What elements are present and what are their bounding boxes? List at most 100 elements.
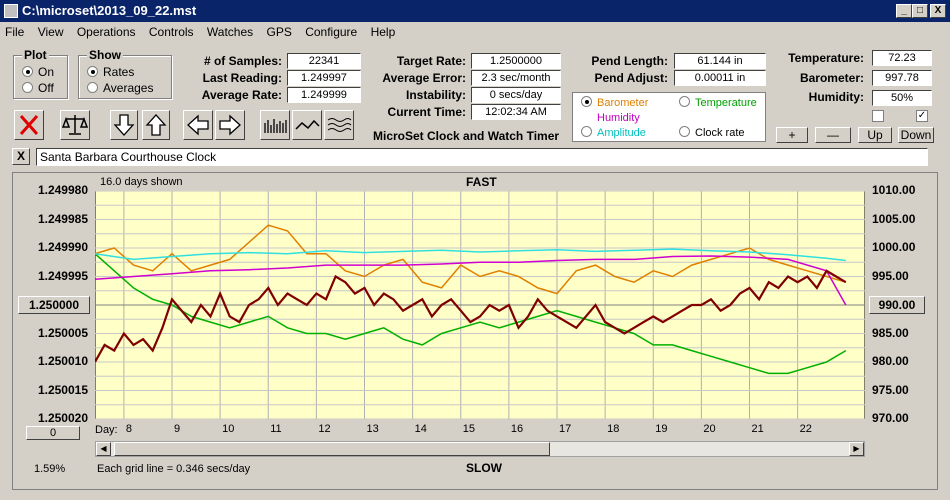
avg-rate-label: Average Rate: [201,88,282,102]
scale-down-button[interactable]: Down [898,127,934,143]
arrow-down-icon [113,114,135,136]
radio-icon [87,82,98,93]
menu-watches[interactable]: Watches [206,25,254,39]
series-line-amplitude [95,248,846,262]
clock-name-field[interactable]: Santa Barbara Courthouse Clock [36,148,928,166]
menu-controls[interactable]: Controls [148,25,194,39]
series-line-clock-rate [95,269,847,363]
bar-view-button[interactable] [260,110,290,140]
radio-icon [87,66,98,77]
avg-error-value: 2.3 sec/month [471,70,561,86]
red-x-icon [19,115,39,135]
arrow-left-icon [187,114,209,136]
avg-rate-value: 1.249999 [287,87,361,103]
x-axis-tick: 10 [222,423,235,435]
pend-adjust-label: Pend Adjust: [594,71,668,85]
menu-operations[interactable]: Operations [76,25,136,39]
samples-label: # of Samples: [203,54,282,68]
last-reading-value: 1.249997 [287,70,361,86]
rate-up-button[interactable] [142,110,170,140]
arrow-right-icon [219,114,241,136]
scale-plus-button[interactable]: + [776,127,808,143]
scroll-right-button[interactable] [215,110,245,140]
plot-on-radio[interactable]: On [22,65,54,79]
restore-button[interactable]: □ [912,4,928,18]
option-checkbox-1[interactable] [872,110,884,122]
slow-label: SLOW [466,461,502,475]
arrow-up-icon [145,114,167,136]
x-axis-tick: 9 [174,423,181,435]
current-time-label: Current Time: [387,105,466,119]
clear-clock-button[interactable]: X [12,148,30,165]
scale-up-button[interactable]: Up [858,127,892,143]
scroll-right-arrow-icon[interactable]: ▶ [849,442,864,456]
scroll-left-button[interactable] [183,110,213,140]
app-icon [4,4,18,18]
grid-note: Each grid line = 0.346 secs/day [97,463,251,475]
menu-configure[interactable]: Configure [305,25,358,39]
chart-plot [95,191,865,419]
close-button[interactable]: X [930,4,946,18]
right-axis-tick: 1000.00 [872,240,916,254]
series-line-temperature [95,253,847,375]
pend-length-label: Pend Length: [591,54,668,68]
window-title: C:\microset\2013_09_22.mst [22,3,197,18]
barometer-label: Barometer: [799,71,864,85]
series-amplitude-radio[interactable]: Amplitude [581,126,646,139]
instability-value: 0 secs/day [471,87,561,103]
stop-button[interactable] [14,110,44,140]
horizontal-scrollbar[interactable]: ◀ ▶ [95,441,865,457]
x-axis-tick: 17 [559,423,572,435]
menu-gps[interactable]: GPS [266,25,292,39]
menu-view[interactable]: View [37,25,64,39]
plot-off-radio[interactable]: Off [22,81,54,95]
plot-group-title: Plot [22,48,49,62]
plot-group: Plot On Off [13,48,68,99]
series-clockrate-radio[interactable]: Clock rate [679,126,745,139]
rate-down-button[interactable] [110,110,138,140]
scrollbar-thumb[interactable] [114,442,550,456]
x-axis-tick: 12 [318,423,331,435]
right-axis-tick: 1010.00 [872,183,916,197]
x-axis-tick: 21 [751,423,764,435]
line-view-button[interactable] [292,110,322,140]
radio-icon [22,66,33,77]
scroll-left-arrow-icon[interactable]: ◀ [96,442,111,456]
minimize-button[interactable]: _ [896,4,912,18]
samples-value: 22341 [287,53,361,69]
wave-view-button[interactable] [324,110,354,140]
show-group-title: Show [87,48,123,62]
offset-button[interactable]: 0 [26,426,80,440]
temperature-label: Temperature: [788,51,864,65]
scale-minus-button[interactable]: — [815,127,851,143]
radio-icon [22,82,33,93]
menu-file[interactable]: File [5,25,25,39]
show-rates-radio[interactable]: Rates [87,65,134,79]
bars-icon [264,119,287,133]
temperature-value: 72.23 [872,50,932,66]
series-select-box: Barometer Temperature Humidity Amplitude… [572,92,766,142]
days-shown-label: 16.0 days shown [100,176,183,188]
series-temperature-radio[interactable]: Temperature [679,96,757,109]
app-label: MicroSet Clock and Watch Timer [373,129,560,143]
left-axis-tick: 1.250015 [37,382,88,397]
show-averages-radio[interactable]: Averages [87,81,153,95]
right-reference-button[interactable]: 990.00 [869,296,925,314]
series-humidity-radio[interactable]: Humidity [597,112,640,124]
balance-button[interactable] [60,110,90,140]
option-checkbox-2[interactable]: ✓ [916,110,928,122]
right-axis-tick: 980.00 [872,354,909,368]
balance-scale-icon [61,115,89,135]
wave-icon [327,118,352,132]
radio-icon [581,96,592,107]
x-axis-tick: 8 [125,423,132,435]
menu-help[interactable]: Help [370,25,396,39]
target-rate-label: Target Rate: [396,54,466,68]
current-time-value: 12:02:34 AM [471,104,561,120]
x-axis-tick: 20 [703,423,716,435]
series-barometer-radio[interactable]: Barometer [581,96,648,109]
title-bar: C:\microset\2013_09_22.mst _ □ X [0,0,950,22]
left-reference-button[interactable]: 1.250000 [18,296,90,314]
humidity-value: 50% [872,90,932,106]
left-axis-tick: 1.250020 [37,411,88,425]
